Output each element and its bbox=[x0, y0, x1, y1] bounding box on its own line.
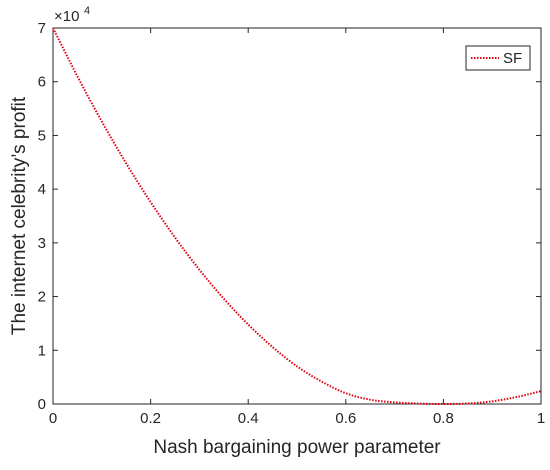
y-tick-label: 1 bbox=[38, 342, 46, 359]
y-tick-label: 0 bbox=[38, 396, 46, 413]
series-line-sf bbox=[52, 27, 542, 406]
legend: SF bbox=[465, 45, 531, 71]
x-tick-label: 0 bbox=[49, 410, 57, 427]
y-tick-label: 3 bbox=[38, 235, 46, 252]
y-axis-exponent-power: 4 bbox=[84, 5, 90, 17]
y-axis-title: The internet celebrity’s profit bbox=[9, 96, 30, 335]
y-tick-labels: 0 1 2 3 4 5 6 7 bbox=[38, 20, 46, 413]
y-tick-label: 4 bbox=[38, 181, 46, 198]
legend-label-sf: SF bbox=[503, 50, 522, 67]
y-tick-label: 7 bbox=[38, 20, 46, 37]
x-tick-label: 0.6 bbox=[335, 410, 356, 427]
y-axis-exponent-label: ×10 bbox=[54, 8, 79, 25]
axis-ticks bbox=[52, 27, 542, 405]
plot-area-frame bbox=[52, 27, 542, 405]
series-lines bbox=[52, 27, 542, 406]
x-tick-label: 1 bbox=[537, 410, 545, 427]
x-tick-label: 0.8 bbox=[433, 410, 454, 427]
x-tick-labels: 0 0.2 0.4 0.6 0.8 1 bbox=[49, 410, 545, 427]
y-tick-label: 2 bbox=[38, 289, 46, 306]
x-tick-label: 0.4 bbox=[238, 410, 259, 427]
y-tick-label: 5 bbox=[38, 127, 46, 144]
x-axis-title: Nash bargaining power parameter bbox=[153, 437, 441, 458]
x-tick-label: 0.2 bbox=[140, 410, 161, 427]
y-tick-label: 6 bbox=[38, 74, 46, 91]
